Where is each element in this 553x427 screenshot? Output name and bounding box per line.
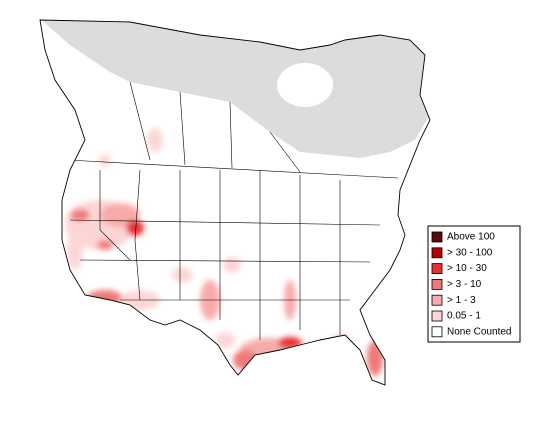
legend-label: > 1 - 3: [447, 295, 476, 306]
legend-box: [427, 225, 521, 343]
legend-label: > 3 - 10: [447, 279, 482, 290]
legend-swatch: [431, 247, 443, 259]
legend-swatch: [431, 263, 443, 275]
legend-swatch: [431, 278, 443, 290]
no-count-region: [40, 20, 430, 158]
legend-label: > 30 - 100: [447, 247, 493, 258]
legend-label: Above 100: [447, 232, 495, 243]
hudson-bay: [277, 63, 333, 107]
legend-swatch: [431, 326, 443, 338]
legend-swatch: [431, 310, 443, 322]
boundaries: [67, 81, 399, 340]
coastline: [39, 19, 431, 386]
legend-label: None Counted: [447, 326, 512, 337]
legend-swatch: [431, 231, 443, 243]
legend-label: > 10 - 30: [447, 263, 487, 274]
legend-swatch: [431, 294, 443, 306]
legend-label: 0.05 - 1: [447, 311, 481, 322]
legend: Above 100 > 30 - 100 > 10 - 30 > 3 - 10 > 1 …: [427, 225, 521, 343]
